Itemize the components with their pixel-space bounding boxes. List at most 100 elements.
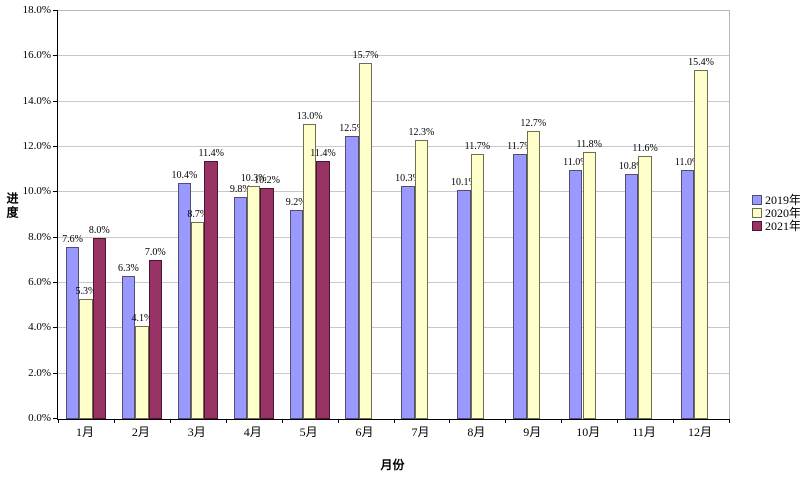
data-label: 15.7%: [352, 50, 379, 62]
bar-2019年-3月: [177, 183, 192, 419]
data-label: 7.6%: [62, 233, 83, 245]
y-axis-tick: [53, 146, 58, 147]
bar-2019年-10月: [569, 169, 583, 419]
data-label: 10.4%: [171, 170, 198, 182]
legend: 2019年 2020年 2021年: [752, 194, 800, 233]
data-label: 10.1%: [451, 177, 477, 189]
gridline: [58, 191, 729, 193]
y-axis-tick: [53, 191, 58, 193]
x-axis-title: 月份: [380, 458, 405, 472]
bar-2019年-9月: [513, 153, 527, 419]
y-axis-title: 进度: [5, 192, 19, 220]
x-axis-category-label: 4月: [243, 425, 262, 439]
x-axis-category-label: 12月: [688, 425, 713, 439]
data-label: 7.0%: [144, 247, 166, 259]
y-axis-tick: [53, 55, 58, 57]
data-label: 15.4%: [688, 56, 714, 68]
bar-2019年-4月: [233, 196, 247, 419]
bar-2019年-12月: [680, 169, 695, 419]
x-axis-tick: [617, 419, 619, 423]
y-axis-tick-label: 16.0%: [22, 49, 51, 62]
gridline: [58, 327, 729, 329]
bar-2021年-2月: [148, 260, 162, 419]
bar-2020年-5月: [302, 124, 317, 419]
gridline: [58, 55, 729, 57]
bar-2019年-11月: [625, 174, 639, 419]
y-axis-tick-label: 18.0%: [22, 4, 51, 16]
x-axis-tick: [281, 419, 283, 423]
data-label: 10.8%: [618, 161, 645, 173]
x-axis-category-label: 10月: [576, 425, 601, 439]
x-axis-tick: [561, 419, 563, 423]
x-axis-category-label: 6月: [355, 425, 374, 439]
bar-2019年-6月: [345, 135, 359, 419]
bar-2021年-3月: [204, 160, 218, 419]
gridline: [58, 100, 729, 102]
data-label: 10.3%: [395, 172, 421, 184]
y-axis-tick: [53, 418, 58, 419]
gridline: [58, 372, 729, 374]
x-axis-tick: [58, 419, 59, 423]
data-label: 11.7%: [464, 140, 491, 152]
bar-2020年-8月: [470, 153, 485, 419]
bar-2019年-7月: [401, 185, 415, 419]
bar-2020年-11月: [638, 156, 652, 419]
y-axis-tick-label: 4.0%: [28, 321, 51, 334]
data-label: 11.0%: [674, 156, 701, 168]
x-axis-category-label: 3月: [187, 425, 206, 439]
bar-2020年-4月: [247, 185, 261, 419]
bar-2020年-9月: [526, 131, 540, 419]
x-axis-category-label: 8月: [467, 425, 486, 439]
legend-swatch: [752, 221, 762, 231]
data-label: 11.7%: [507, 140, 533, 152]
y-axis-tick-label: 10.0%: [22, 185, 51, 198]
x-axis-category-label: 5月: [299, 425, 318, 439]
x-axis-category-label: 1月: [75, 425, 94, 439]
bar-2019年-2月: [121, 276, 136, 419]
x-axis-category-label: 9月: [523, 425, 542, 439]
x-axis-category-label: 7月: [411, 425, 430, 439]
x-axis-tick: [225, 419, 227, 423]
y-axis-tick-label: 8.0%: [28, 230, 51, 243]
gridline: [58, 282, 729, 283]
y-axis-tick-label: 6.0%: [28, 276, 51, 288]
y-axis-tick-label: 12.0%: [22, 140, 51, 152]
data-label: 4.1%: [131, 313, 153, 325]
gridline: [58, 146, 729, 147]
bar-2019年-8月: [457, 190, 471, 419]
bar-2019年-1月: [65, 246, 80, 419]
bar-2020年-10月: [582, 151, 596, 419]
x-axis-tick: [393, 419, 395, 423]
legend-swatch: [752, 195, 762, 205]
x-axis-tick: [337, 419, 339, 423]
y-axis-tick: [53, 282, 58, 283]
plot-area: 7.6% 5.3% 8.0% 6.3% 4.1% 7.0% 10.4% 8.7% 11.4% 9.…: [53, 10, 730, 423]
x-axis-tick: [729, 419, 730, 423]
x-axis-tick: [673, 419, 675, 423]
bar-2020年-2月: [135, 326, 149, 419]
x-axis-category-label: 11月: [632, 425, 656, 439]
data-label: 9.2%: [285, 197, 307, 209]
legend-label: 2020年: [765, 206, 800, 220]
data-label: 6.3%: [118, 263, 139, 275]
legend-swatch: [752, 208, 762, 218]
data-label: 11.4%: [198, 147, 224, 159]
data-label: 11.6%: [632, 143, 658, 155]
data-label: 10.2%: [254, 174, 281, 186]
bar-2020年-3月: [191, 221, 205, 419]
y-axis-tick: [53, 10, 58, 11]
data-label: 8.0%: [88, 224, 110, 236]
data-label: 12.5%: [339, 122, 366, 134]
data-label: 11.8%: [576, 138, 602, 150]
y-axis-tick: [53, 100, 58, 102]
x-axis-tick: [169, 419, 171, 423]
x-axis-tick: [113, 419, 115, 423]
bar-2020年-12月: [694, 69, 708, 419]
data-label: 12.3%: [408, 127, 435, 139]
bar-2021年-1月: [92, 237, 107, 419]
bar-2021年-5月: [316, 160, 330, 419]
data-label: 5.3%: [75, 285, 97, 297]
x-axis-tick: [449, 419, 451, 423]
legend-item-2021年: 2021年: [752, 220, 800, 232]
y-axis-tick-label: 2.0%: [28, 366, 51, 379]
